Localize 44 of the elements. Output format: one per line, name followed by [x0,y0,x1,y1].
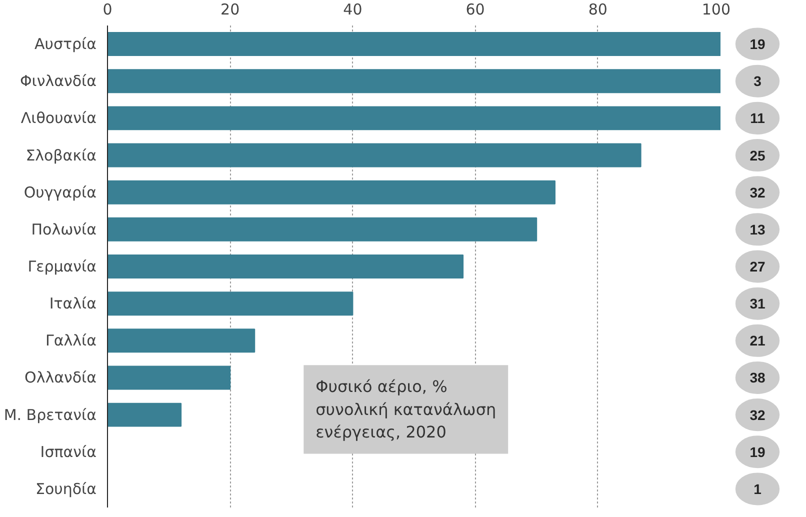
text: 19 [750,36,766,52]
x-tick-label: 60 [466,0,485,18]
y-tick-label: Αυστρία [34,35,97,54]
text: 32 [750,406,766,423]
y-tick-label: Γερμανία [28,258,97,276]
text: 13 [750,221,766,238]
x-tick-label: 20 [220,0,240,18]
y-tick-label: Πολωνία [31,220,97,238]
y-tick-label: Σουηδία [36,480,97,498]
bar [108,328,256,353]
x-tick-label: 100 [702,0,731,18]
text: 32 [750,184,766,200]
y-tick-label: Ουγγαρία [24,183,97,202]
y-tick-label: Ισπανία [40,442,97,461]
bar [108,254,464,278]
text: 27 [750,258,766,274]
bar [108,143,642,168]
bar [108,180,556,204]
text: 31 [750,296,766,312]
y-tick-label: Μ. Βρετανία [4,406,97,424]
bar [108,32,720,56]
y-tick-label: Λιθουανία [20,109,97,128]
x-tick-label: 40 [343,0,362,18]
text: 21 [750,332,766,349]
bar [108,366,231,390]
text: 3 [754,73,762,90]
bar [108,292,354,316]
text: 11 [750,110,766,126]
y-tick-label: Γαλλία [46,332,97,350]
bar [108,69,720,94]
y-tick-label: Φινλανδία [20,72,97,90]
x-tick-label: 80 [588,0,608,18]
y-tick-label: Σλοβακία [26,146,97,164]
text: 19 [750,444,766,460]
y-tick-label: Ιταλία [49,294,97,313]
text: 38 [750,370,766,386]
y-tick-label: Ολλανδία [24,368,97,387]
bar [108,106,720,130]
text: 25 [750,147,766,164]
annotation: Φυσικό αέριο, % συνολική κατανάλωση ενέργειας, 2020 [316,377,496,442]
x-tick-label: 0 [102,0,112,18]
text: 1 [754,480,762,497]
bar [108,217,538,242]
bar [108,402,182,427]
